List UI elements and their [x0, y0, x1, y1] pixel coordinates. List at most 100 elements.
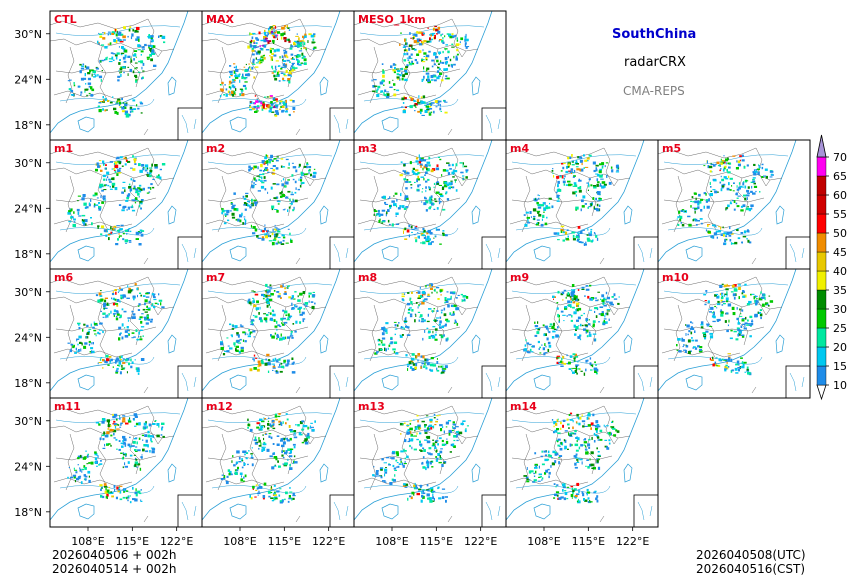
lat-tick-label: 24°N [14, 460, 42, 473]
colorbar-tick-label: 30 [833, 303, 847, 316]
colorbar-tick-label: 35 [833, 284, 847, 297]
colorbar-box [816, 194, 827, 215]
reflectivity-field [67, 26, 166, 118]
panel-m8: m8 [353, 268, 507, 399]
colorbar-box [816, 346, 827, 367]
colorbar-tick-label: 40 [833, 265, 847, 278]
lat-tick-label: 30°N [14, 157, 42, 170]
lat-tick-label: 18°N [14, 506, 42, 519]
lon-tick-label: 122°E [160, 535, 193, 548]
panel-label: MAX [206, 13, 234, 26]
colorbar-tick-label: 15 [833, 360, 847, 373]
lon-tick-label: 115°E [116, 535, 149, 548]
lat-tick-label: 18°N [14, 119, 42, 132]
colorbar-box [816, 175, 827, 196]
panel-m3: m3 [353, 139, 507, 270]
colorbar-box [816, 308, 827, 329]
lon-tick-label: 115°E [268, 535, 301, 548]
reflectivity-field [373, 154, 469, 246]
colorbar-tick-label: 60 [833, 189, 847, 202]
panel-m13: m13 [353, 397, 507, 528]
panel-background [354, 269, 506, 398]
reflectivity-field [374, 283, 469, 375]
model-title: CMA-REPS [623, 84, 685, 98]
reflectivity-field [220, 413, 316, 504]
lon-tick-label: 108°E [223, 535, 256, 548]
lon-tick-label: 108°E [71, 535, 104, 548]
panel-frame [657, 268, 811, 399]
panel-max: MAX [201, 10, 355, 141]
panel-label: m13 [358, 400, 385, 413]
panel-m5: m5 [657, 139, 811, 270]
lat-tick-label: 30°N [14, 415, 42, 428]
panel-m4: m4 [505, 139, 659, 270]
colorbar-box [816, 156, 827, 177]
panel-background [50, 11, 202, 140]
panel-label: m11 [54, 400, 81, 413]
panel-label: m1 [54, 142, 73, 155]
reflectivity-field [523, 412, 620, 504]
colorbar-extend-max [816, 134, 827, 158]
colorbar-box [816, 270, 827, 291]
lat-tick-label: 24°N [14, 202, 42, 215]
init-time: 2026040506 + 002h 2026040514 + 002h [52, 548, 177, 576]
valid-time-utc: 2026040508(UTC) [696, 548, 806, 562]
panel-label: m7 [206, 271, 225, 284]
reflectivity-field [676, 154, 774, 246]
lon-tick-label: 115°E [420, 535, 453, 548]
panel-frame [505, 397, 659, 528]
valid-time: 2026040508(UTC) 2026040516(CST) [696, 548, 806, 576]
reflectivity-field [372, 413, 469, 503]
panel-label: m5 [662, 142, 681, 155]
lat-tick-label: 30°N [14, 286, 42, 299]
panel-background [506, 269, 658, 398]
panel-m10: m10 [657, 268, 811, 399]
reflectivity-field [371, 26, 470, 116]
init-time-utc: 2026040506 + 002h [52, 548, 177, 562]
panel-m14: m14 [505, 397, 659, 528]
variable-title: radarCRX [624, 55, 686, 70]
panel-label: m4 [510, 142, 529, 155]
lat-tick-label: 24°N [14, 331, 42, 344]
panel-background [202, 269, 354, 398]
lon-tick-label: 122°E [464, 535, 497, 548]
panel-m12: m12 [201, 397, 355, 528]
colorbar-tick-label: 20 [833, 341, 847, 354]
region-title: SouthChina [612, 27, 697, 42]
ticks-layer: 30°N 24°N 18°N 30°N 24°N 18°N 30°N 24°N 18°N 30°N… [14, 28, 649, 548]
panel-label: m8 [358, 271, 377, 284]
colorbar-tick-label: 25 [833, 322, 847, 335]
colorbar-tick-label: 10 [833, 379, 847, 392]
lon-tick-label: 108°E [527, 535, 560, 548]
colorbar-extend-min [816, 384, 827, 401]
reflectivity-field [220, 283, 316, 374]
colorbar-box [816, 327, 827, 348]
panel-m6: m6 [49, 268, 203, 399]
lon-tick-label: 108°E [375, 535, 408, 548]
colorbar-box [816, 232, 827, 253]
lat-tick-label: 18°N [14, 248, 42, 261]
panel-label: MESO_1km [358, 13, 426, 26]
lon-tick-label: 122°E [312, 535, 345, 548]
panel-m7: m7 [201, 268, 355, 399]
reflectivity-field [67, 283, 165, 375]
colorbar-tick-label: 55 [833, 208, 847, 221]
panel-label: CTL [54, 13, 77, 26]
panel-background [50, 269, 202, 398]
panel-background [354, 11, 506, 140]
panel-label: m9 [510, 271, 529, 284]
reflectivity-field [67, 155, 166, 246]
reflectivity-field [523, 284, 620, 376]
colorbar-box [816, 251, 827, 272]
lat-tick-label: 18°N [14, 377, 42, 390]
valid-time-cst: 2026040516(CST) [696, 562, 806, 576]
panel-label: m2 [206, 142, 225, 155]
colorbar-tick-label: 70 [833, 151, 847, 164]
lon-tick-label: 122°E [616, 535, 649, 548]
lat-tick-label: 30°N [14, 28, 42, 41]
panel-label: m14 [510, 400, 537, 413]
colorbar-box [816, 365, 827, 386]
panel-m2: m2 [201, 139, 355, 270]
reflectivity-field [676, 283, 774, 376]
